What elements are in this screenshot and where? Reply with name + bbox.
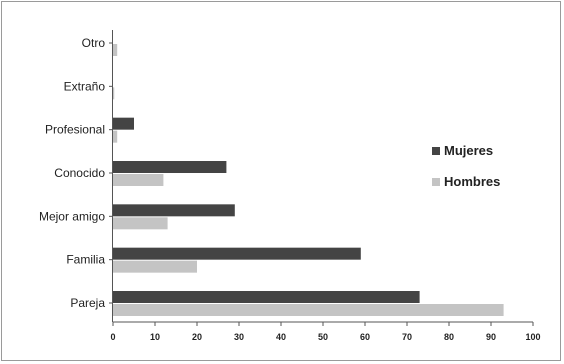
x-tick-label: 20 (192, 332, 202, 342)
x-tick-label: 90 (486, 332, 496, 342)
bar-hombres-conocido (113, 174, 164, 186)
x-tick-label: 40 (276, 332, 286, 342)
x-tick-label: 0 (110, 332, 115, 342)
category-label: Pareja (70, 296, 105, 310)
category-label: Mejor amigo (39, 209, 105, 223)
bar-mujeres-conocido (113, 161, 227, 173)
category-label: Profesional (45, 123, 105, 137)
bar-mujeres-profesional (113, 117, 134, 130)
legend-swatch-hombres (432, 178, 440, 186)
bar-mujeres-pareja (113, 291, 420, 303)
x-tick-label: 70 (402, 332, 412, 342)
legend-label-hombres: Hombres (444, 174, 500, 189)
x-tick-label: 100 (525, 332, 540, 342)
category-label: Extraño (64, 79, 106, 93)
x-tick-label: 10 (150, 332, 160, 342)
legend-swatch-mujeres (432, 147, 440, 155)
x-tick-label: 30 (234, 332, 244, 342)
x-tick-label: 60 (360, 332, 370, 342)
x-tick-label: 80 (444, 332, 454, 342)
bar-hombres-pareja (113, 304, 504, 316)
bar-mujeres-mejor-amigo (113, 204, 235, 217)
category-label: Otro (82, 36, 106, 50)
bar-mujeres-familia (113, 247, 361, 260)
bar-hombres-familia (113, 260, 197, 273)
legend-label-mujeres: Mujeres (444, 143, 493, 158)
bar-hombres-mejor-amigo (113, 217, 168, 230)
bar-hombres-extraño (113, 87, 115, 100)
category-label: Familia (66, 253, 105, 267)
category-label: Conocido (54, 166, 105, 180)
bar-hombres-otro (113, 44, 118, 56)
x-tick-label: 50 (318, 332, 328, 342)
bar-hombres-profesional (113, 130, 118, 143)
